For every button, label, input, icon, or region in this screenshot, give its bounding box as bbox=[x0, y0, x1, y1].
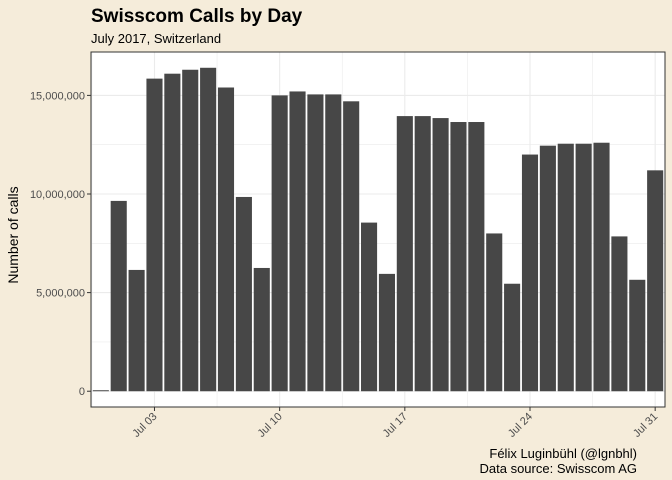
y-tick-label: 0 bbox=[79, 386, 85, 398]
bar-2017-07-03 bbox=[146, 78, 163, 392]
bar-2017-07-06 bbox=[200, 67, 217, 392]
x-tick-label: Jul 17 bbox=[381, 411, 410, 440]
x-tick-label: Jul 03 bbox=[130, 411, 159, 440]
bar-2017-07-04 bbox=[164, 73, 181, 392]
bar-2017-07-24 bbox=[521, 154, 539, 392]
bar-2017-07-28 bbox=[593, 142, 610, 392]
caption-author: Félix Luginbühl (@lgnbhl) bbox=[489, 446, 637, 461]
plot-border bbox=[90, 51, 666, 408]
bar-2017-07-01 bbox=[110, 200, 127, 392]
y-axis: 0 5,000,000 10,000,000 15,000,000 bbox=[30, 90, 91, 398]
y-axis-title: Number of calls bbox=[5, 186, 21, 283]
bar-2017-07-08 bbox=[235, 196, 252, 392]
bars bbox=[92, 67, 664, 392]
bar-2017-07-25 bbox=[539, 145, 556, 392]
bar-2017-07-05 bbox=[182, 69, 199, 392]
bar-2017-07-15 bbox=[361, 222, 378, 392]
caption-source: Data source: Swisscom AG bbox=[480, 461, 638, 476]
bar-2017-07-09 bbox=[253, 267, 270, 392]
y-tick-label: 5,000,000 bbox=[36, 288, 85, 300]
bar-2017-07-14 bbox=[343, 101, 360, 392]
chart-subtitle: July 2017, Switzerland bbox=[91, 31, 221, 46]
bar-2017-07-11 bbox=[289, 91, 306, 392]
bar-2017-07-12 bbox=[307, 94, 324, 392]
bar-2017-07-20 bbox=[450, 122, 467, 392]
bar-2017-07-02 bbox=[128, 269, 145, 392]
bar-2017-07-18 bbox=[414, 116, 431, 392]
y-tick-label: 15,000,000 bbox=[30, 90, 85, 102]
bar-2017-07-19 bbox=[432, 118, 449, 392]
bar-2017-07-31 bbox=[647, 170, 664, 392]
x-axis: Jul 03 Jul 10 Jul 17 Jul 24 Jul 31 bbox=[130, 407, 660, 440]
bar-2017-07-13 bbox=[325, 94, 342, 392]
x-tick-label: Jul 10 bbox=[256, 411, 285, 440]
bar-2017-07-21 bbox=[468, 122, 485, 392]
bar-2017-06-30 bbox=[92, 390, 109, 392]
bar-2017-07-27 bbox=[575, 143, 592, 392]
bar-2017-07-17 bbox=[396, 116, 413, 392]
bar-2017-07-26 bbox=[557, 143, 574, 392]
bar-2017-07-16 bbox=[378, 273, 395, 392]
chart-title: Swisscom Calls by Day bbox=[91, 6, 303, 27]
bar-2017-07-29 bbox=[611, 236, 628, 392]
bar-2017-07-23 bbox=[504, 283, 521, 392]
y-tick-label: 10,000,000 bbox=[30, 189, 85, 201]
bar-2017-07-22 bbox=[486, 233, 503, 392]
bar-2017-07-07 bbox=[217, 87, 235, 392]
x-tick-label: Jul 24 bbox=[506, 411, 535, 440]
bar-2017-07-10 bbox=[271, 95, 288, 392]
bar-2017-07-30 bbox=[629, 279, 646, 392]
x-tick-label: Jul 31 bbox=[631, 411, 660, 440]
